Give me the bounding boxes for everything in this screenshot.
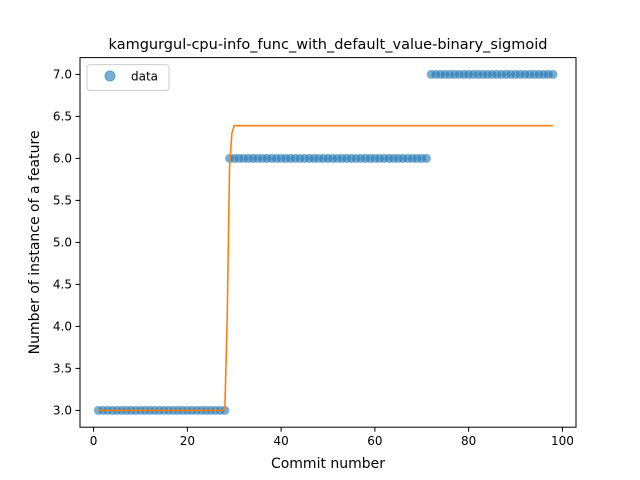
axes-frame	[79, 57, 577, 428]
x-axis-label: Commit number	[271, 456, 385, 472]
fit-line	[98, 124, 554, 412]
legend-box	[86, 64, 170, 92]
y-tick-label: 3.5	[53, 362, 72, 376]
data-point	[220, 405, 230, 415]
y-tick-label: 6.0	[53, 152, 72, 166]
y-tick-label: 3.0	[53, 404, 72, 418]
x-tick-label: 0	[90, 434, 98, 448]
legend-label-data: data	[131, 70, 158, 84]
y-tick-label: 5.0	[53, 236, 72, 250]
y-axis-label: Number of instance of a feature	[27, 130, 43, 354]
x-axis: 0 20 40 60 80 100	[90, 427, 574, 448]
y-axis: 3.0 3.5 4.0 4.5 5.0 5.5 6.0 6.5 7.0	[53, 68, 80, 418]
plot-area	[93, 69, 558, 415]
x-tick-label: 80	[461, 434, 476, 448]
x-tick-label: 60	[367, 434, 382, 448]
y-tick-label: 5.5	[53, 194, 72, 208]
data-point	[548, 69, 558, 79]
x-tick-label: 20	[180, 434, 195, 448]
y-tick-label: 4.0	[53, 320, 72, 334]
data-point	[421, 153, 431, 163]
y-tick-label: 4.5	[53, 278, 72, 292]
x-tick-label: 40	[273, 434, 288, 448]
chart-title: kamgurgul-cpu-info_func_with_default_val…	[109, 37, 548, 53]
legend-marker-data	[104, 70, 116, 82]
y-tick-label: 6.5	[53, 110, 72, 124]
legend: data	[86, 64, 170, 92]
y-tick-label: 7.0	[53, 68, 72, 82]
x-tick-label: 100	[551, 434, 574, 448]
